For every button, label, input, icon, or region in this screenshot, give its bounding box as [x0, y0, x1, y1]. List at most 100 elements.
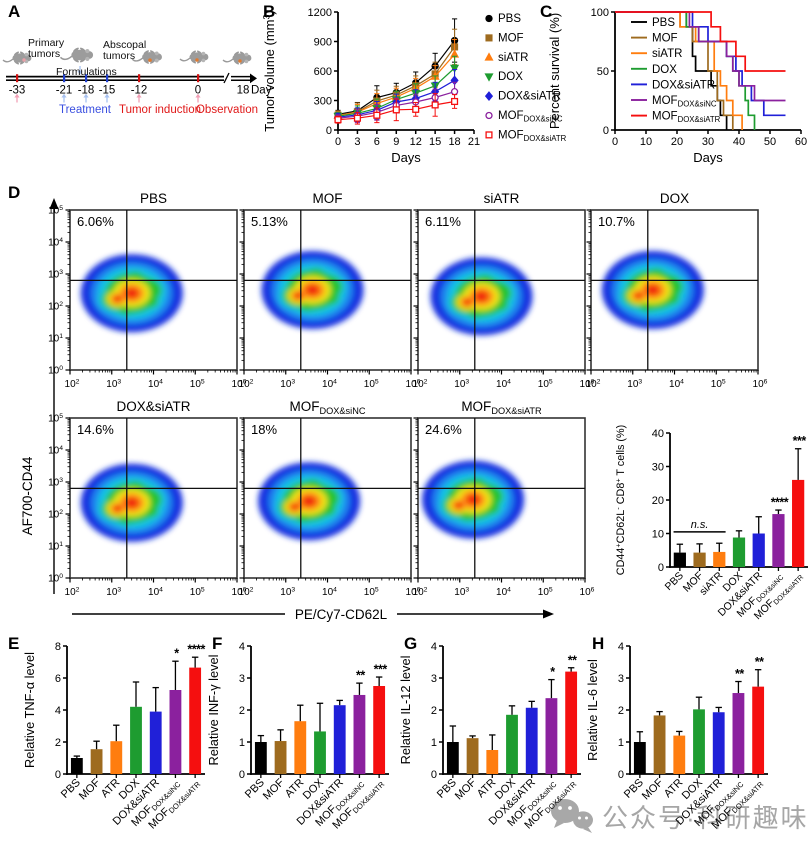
panel-label-c: C: [540, 2, 553, 21]
svg-text:AF700-CD44: AF700-CD44: [20, 456, 35, 535]
svg-text:MOFDOX&siNC: MOFDOX&siNC: [290, 399, 366, 416]
watermark-text: 公众号·科研趣味: [602, 802, 809, 833]
svg-text:2: 2: [618, 705, 624, 717]
svg-text:PBS: PBS: [140, 191, 167, 206]
svg-text:40: 40: [733, 136, 745, 148]
svg-text:102: 102: [65, 587, 80, 598]
svg-text:21: 21: [468, 136, 480, 148]
il-6-bar-chart: 01234PBSMOFATRDOXDOX&siATR**MOFDOX&siNC*…: [585, 641, 768, 831]
mouse-icon: [131, 50, 162, 64]
svg-text:102: 102: [586, 379, 601, 390]
svg-text:DOX&siATR: DOX&siATR: [498, 91, 561, 103]
svg-text:2: 2: [431, 705, 437, 717]
svg-text:PBS: PBS: [652, 17, 675, 29]
svg-text:***: ***: [374, 663, 388, 677]
svg-text:Days: Days: [391, 150, 421, 165]
mouse-icon: [179, 50, 209, 64]
panel-label-g: G: [404, 634, 418, 653]
cd62l-axis-arrow: PE/Cy7-CD62L: [72, 604, 554, 624]
svg-text:0: 0: [603, 125, 609, 137]
svg-text:3: 3: [354, 136, 360, 148]
flow-plot-mofdoxsiatr: MOFDOX&siATR 24.6% 102 103 104 105 106: [413, 399, 595, 598]
svg-text:Day: Day: [251, 85, 272, 97]
flow-plot-doxsiatr: DOX&siATR14.6%10210310410510610010110210…: [48, 399, 247, 598]
svg-text:104: 104: [148, 379, 163, 390]
svg-text:20: 20: [671, 136, 683, 148]
svg-text:103: 103: [280, 379, 295, 390]
cd44-axis-arrow: AF700-CD44: [20, 198, 59, 594]
svg-text:**: **: [568, 653, 577, 667]
svg-text:1: 1: [431, 737, 437, 749]
svg-text:****: ****: [187, 643, 205, 657]
svg-text:105: 105: [190, 587, 205, 598]
svg-text:105: 105: [364, 379, 379, 390]
svg-text:MOF: MOF: [498, 32, 524, 44]
svg-text:-33: -33: [9, 85, 26, 97]
svg-text:14.6%: 14.6%: [77, 422, 114, 437]
svg-text:MOF: MOF: [77, 776, 103, 802]
panel-a-schematic: -33 -21 -18 -15 -12 0 18 Day Primary tumors For…: [0, 30, 280, 140]
svg-text:104: 104: [669, 379, 684, 390]
svg-text:0: 0: [431, 769, 437, 781]
svg-text:0: 0: [618, 769, 624, 781]
svg-text:DOX&siATR: DOX&siATR: [652, 79, 715, 91]
svg-text:106: 106: [232, 379, 247, 390]
svg-text:MOFDOX&siATR: MOFDOX&siATR: [652, 111, 721, 125]
svg-text:MOF: MOF: [313, 191, 343, 206]
svg-text:102: 102: [65, 379, 80, 390]
svg-text:6: 6: [55, 673, 61, 685]
svg-text:3: 3: [431, 673, 437, 685]
svg-text:-18: -18: [78, 85, 95, 97]
svg-text:3: 3: [239, 673, 245, 685]
svg-text:DOX&siATR: DOX&siATR: [116, 399, 190, 414]
panel-label-b: B: [263, 2, 276, 21]
svg-text:3: 3: [618, 673, 624, 685]
svg-text:30: 30: [702, 136, 714, 148]
svg-text:DOX: DOX: [498, 71, 523, 83]
tumor-volume-chart: 0 3 6 9 12 15 18 21 0 300 600 900 1200 Days Tumor volu…: [262, 7, 567, 165]
svg-text:103: 103: [627, 379, 642, 390]
svg-text:MOFDOX&siNC: MOFDOX&siNC: [498, 110, 563, 124]
svg-text:900: 900: [314, 36, 332, 48]
tnf-alpha-bar-chart: 02468PBSMOFATRDOXDOX&siATR*MOFDOX&siNC**…: [22, 641, 206, 832]
abscopal-tumors-label: Abscopal tumors: [103, 39, 147, 63]
svg-text:12: 12: [410, 136, 422, 148]
svg-text:-12: -12: [131, 85, 148, 97]
svg-text:106: 106: [580, 379, 595, 390]
svg-text:104: 104: [322, 587, 337, 598]
svg-text:0: 0: [326, 125, 332, 137]
svg-text:106: 106: [232, 587, 247, 598]
svg-text:15: 15: [429, 136, 441, 148]
svg-text:104: 104: [322, 379, 337, 390]
svg-text:MOF: MOF: [261, 776, 287, 802]
svg-text:6.11%: 6.11%: [425, 214, 461, 229]
svg-text:**: **: [755, 655, 764, 669]
svg-text:60: 60: [795, 136, 807, 148]
svg-text:100: 100: [591, 7, 609, 19]
panel-label-e: E: [8, 634, 20, 653]
svg-text:102: 102: [413, 587, 428, 598]
svg-text:2: 2: [239, 705, 245, 717]
svg-text:-21: -21: [56, 85, 73, 97]
svg-text:*: *: [550, 665, 555, 679]
svg-text:n.s.: n.s.: [691, 519, 709, 531]
svg-text:MOF: MOF: [640, 776, 666, 802]
svg-text:105: 105: [538, 379, 553, 390]
svg-text:10: 10: [652, 528, 664, 540]
svg-text:105: 105: [190, 379, 205, 390]
svg-text:0: 0: [239, 769, 245, 781]
survival-chart: 0 10 20 30 40 50 60 0 50 100 Days Percent survival …: [547, 7, 807, 165]
flow-plot-siatr: siATR 6.11% 102 103 104 105 106: [413, 191, 595, 390]
svg-text:MOFDOX&siATR: MOFDOX&siATR: [461, 399, 542, 416]
panel-label-a: A: [8, 2, 21, 21]
treatment-timeline: -33 -21 -18 -15 -12 0 18 Day: [2, 47, 272, 103]
svg-text:PBS: PBS: [498, 13, 521, 25]
svg-text:103: 103: [106, 379, 121, 390]
svg-text:Relative TNF-α level: Relative TNF-α level: [22, 652, 37, 768]
svg-text:105: 105: [538, 587, 553, 598]
svg-text:10.7%: 10.7%: [598, 214, 635, 229]
svg-text:4: 4: [239, 641, 245, 653]
mouse-icon: [59, 47, 94, 63]
svg-text:106: 106: [580, 587, 595, 598]
